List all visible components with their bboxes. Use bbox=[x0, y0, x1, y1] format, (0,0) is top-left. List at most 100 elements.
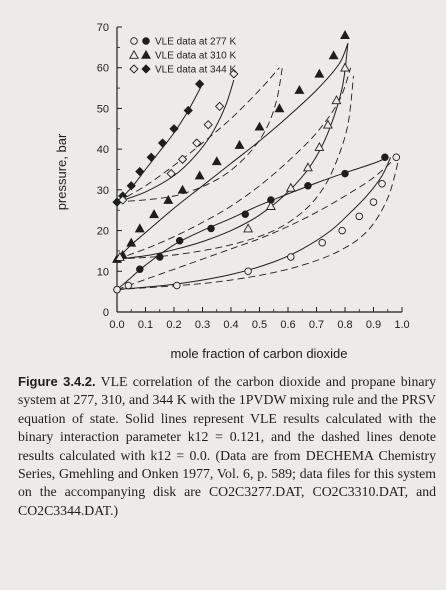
dashed-curve-0 bbox=[116, 156, 397, 291]
data-point-277k-open-circle bbox=[244, 267, 252, 276]
x-tick-label: 0.4 bbox=[223, 319, 238, 331]
data-point-310k-filled-triangle bbox=[274, 103, 285, 113]
data-point-277k-open-circle bbox=[355, 212, 364, 221]
data-point-277k-open-circle bbox=[338, 226, 346, 235]
data-point-277k-filled-circle bbox=[241, 210, 249, 219]
data-point-277k-filled-circle bbox=[207, 224, 215, 233]
data-point-310k-open-triangle bbox=[314, 141, 325, 151]
x-tick-label: 0.1 bbox=[138, 319, 153, 331]
solid-curve-3 bbox=[116, 43, 349, 260]
data-point-344k-filled-diamond bbox=[135, 166, 145, 177]
x-tick-label: 0.5 bbox=[252, 319, 267, 331]
points-layer bbox=[112, 30, 401, 294]
legend-label: VLE data at 277 K bbox=[155, 37, 237, 48]
data-point-344k-filled-diamond bbox=[126, 181, 136, 191]
dashed-curve-1 bbox=[116, 157, 400, 291]
x-tick-label: 0.3 bbox=[195, 319, 210, 331]
data-point-310k-open-triangle bbox=[243, 223, 254, 233]
data-point-277k-filled-circle bbox=[304, 182, 312, 190]
data-point-277k-filled-circle bbox=[381, 153, 389, 162]
x-tick-label: 0.7 bbox=[309, 319, 324, 331]
legend-label: VLE data at 310 K bbox=[155, 51, 237, 62]
data-point-344k-open-diamond bbox=[214, 101, 225, 112]
figure-caption: Figure 3.4.2. VLE correlation of the car… bbox=[18, 373, 436, 520]
data-point-344k-open-diamond bbox=[166, 168, 176, 179]
y-tick-label: 10 bbox=[97, 266, 109, 278]
data-point-277k-filled-circle bbox=[155, 253, 164, 261]
y-tick-label: 50 bbox=[97, 103, 109, 115]
data-point-310k-open-triangle bbox=[265, 201, 276, 210]
solid-curve-2 bbox=[116, 43, 349, 260]
axes-layer: 0.0 0.1 0.2 0.3 0.4 0.5 0.6 0.7 0.8 0.9 1.0 0 10 20 30… bbox=[97, 22, 410, 331]
legend-label: VLE data at 344 K bbox=[155, 65, 237, 76]
data-point-344k-open-diamond bbox=[203, 120, 213, 130]
y-tick-label: 40 bbox=[97, 144, 109, 156]
data-point-310k-open-triangle bbox=[114, 251, 125, 261]
legend-marker-open-344-k bbox=[129, 64, 139, 74]
data-point-310k-open-triangle bbox=[340, 62, 350, 72]
data-point-310k-open-triangle bbox=[322, 119, 333, 129]
solid-curve-5 bbox=[116, 79, 235, 203]
data-point-277k-filled-circle bbox=[341, 169, 349, 178]
data-point-310k-filled-triangle bbox=[340, 30, 350, 39]
x-tick-label: 0.6 bbox=[280, 319, 295, 331]
data-point-310k-filled-triangle bbox=[163, 194, 174, 204]
dashed-curve-5 bbox=[116, 67, 283, 203]
caption-text: VLE correlation of the carbon dioxide an… bbox=[18, 374, 436, 518]
x-axis-label: mole fraction of carbon dioxide bbox=[170, 346, 347, 361]
data-point-277k-open-circle bbox=[287, 253, 295, 261]
data-point-277k-open-circle bbox=[113, 285, 121, 294]
data-point-310k-filled-triangle bbox=[254, 121, 265, 131]
data-point-310k-filled-triangle bbox=[194, 170, 205, 180]
data-point-344k-filled-diamond bbox=[157, 138, 168, 148]
data-point-344k-filled-diamond bbox=[146, 152, 156, 162]
data-point-310k-open-triangle bbox=[285, 182, 296, 192]
legend-marker-open-310-k bbox=[129, 49, 139, 59]
data-point-277k-filled-circle bbox=[175, 236, 184, 245]
data-point-277k-open-circle bbox=[318, 239, 326, 247]
caption-label: Figure 3.4.2. bbox=[18, 374, 96, 389]
data-point-344k-open-diamond bbox=[192, 138, 202, 148]
solid-curve-1 bbox=[116, 157, 392, 291]
dashed-curve-3 bbox=[116, 75, 354, 260]
data-point-310k-open-triangle bbox=[331, 95, 342, 105]
data-point-310k-filled-triangle bbox=[234, 139, 245, 149]
data-point-344k-open-diamond bbox=[118, 195, 128, 205]
legend-marker-filled-277-k bbox=[142, 37, 150, 45]
data-point-310k-open-triangle bbox=[302, 162, 313, 172]
dashed-curve-2 bbox=[116, 67, 352, 260]
data-point-344k-open-diamond bbox=[177, 154, 188, 164]
y-tick-label: 70 bbox=[97, 22, 109, 34]
y-tick-label: 30 bbox=[97, 185, 109, 197]
data-point-310k-filled-triangle bbox=[126, 237, 137, 247]
vle-chart: 0.0 0.1 0.2 0.3 0.4 0.5 0.6 0.7 0.8 0.9 1.0 0 10 20 30… bbox=[54, 22, 410, 361]
legend-marker-filled-344-k bbox=[141, 64, 151, 74]
data-point-344k-filled-diamond bbox=[195, 79, 205, 89]
curves-layer bbox=[116, 43, 400, 291]
data-point-310k-filled-triangle bbox=[294, 84, 305, 94]
x-tick-label: 1.0 bbox=[394, 319, 409, 331]
data-point-277k-filled-circle bbox=[136, 265, 144, 274]
data-point-277k-open-circle bbox=[173, 281, 181, 290]
data-point-277k-open-circle bbox=[124, 281, 133, 290]
data-point-277k-open-circle bbox=[369, 198, 378, 206]
x-tick-label: 0.8 bbox=[337, 319, 352, 331]
y-tick-label: 60 bbox=[97, 63, 109, 75]
dashed-curve-4 bbox=[116, 67, 280, 203]
data-point-344k-filled-diamond bbox=[169, 124, 179, 134]
data-point-277k-open-circle bbox=[378, 179, 386, 188]
y-tick-label: 0 bbox=[103, 307, 109, 319]
data-point-310k-filled-triangle bbox=[134, 223, 145, 233]
y-axis-label: pressure, bar bbox=[54, 133, 69, 210]
x-tick-label: 0.9 bbox=[366, 319, 381, 331]
x-tick-label: 0.0 bbox=[109, 319, 124, 331]
legend: VLE data at 277 K VLE data at 310 K VLE da… bbox=[129, 37, 237, 76]
y-tick-label: 20 bbox=[97, 226, 109, 238]
data-point-310k-filled-triangle bbox=[328, 50, 339, 60]
data-point-344k-open-diamond bbox=[229, 69, 239, 79]
data-point-277k-open-circle bbox=[392, 153, 401, 162]
data-point-310k-filled-triangle bbox=[211, 156, 222, 166]
data-point-310k-filled-triangle bbox=[149, 209, 160, 219]
legend-marker-filled-310-k bbox=[141, 49, 151, 59]
